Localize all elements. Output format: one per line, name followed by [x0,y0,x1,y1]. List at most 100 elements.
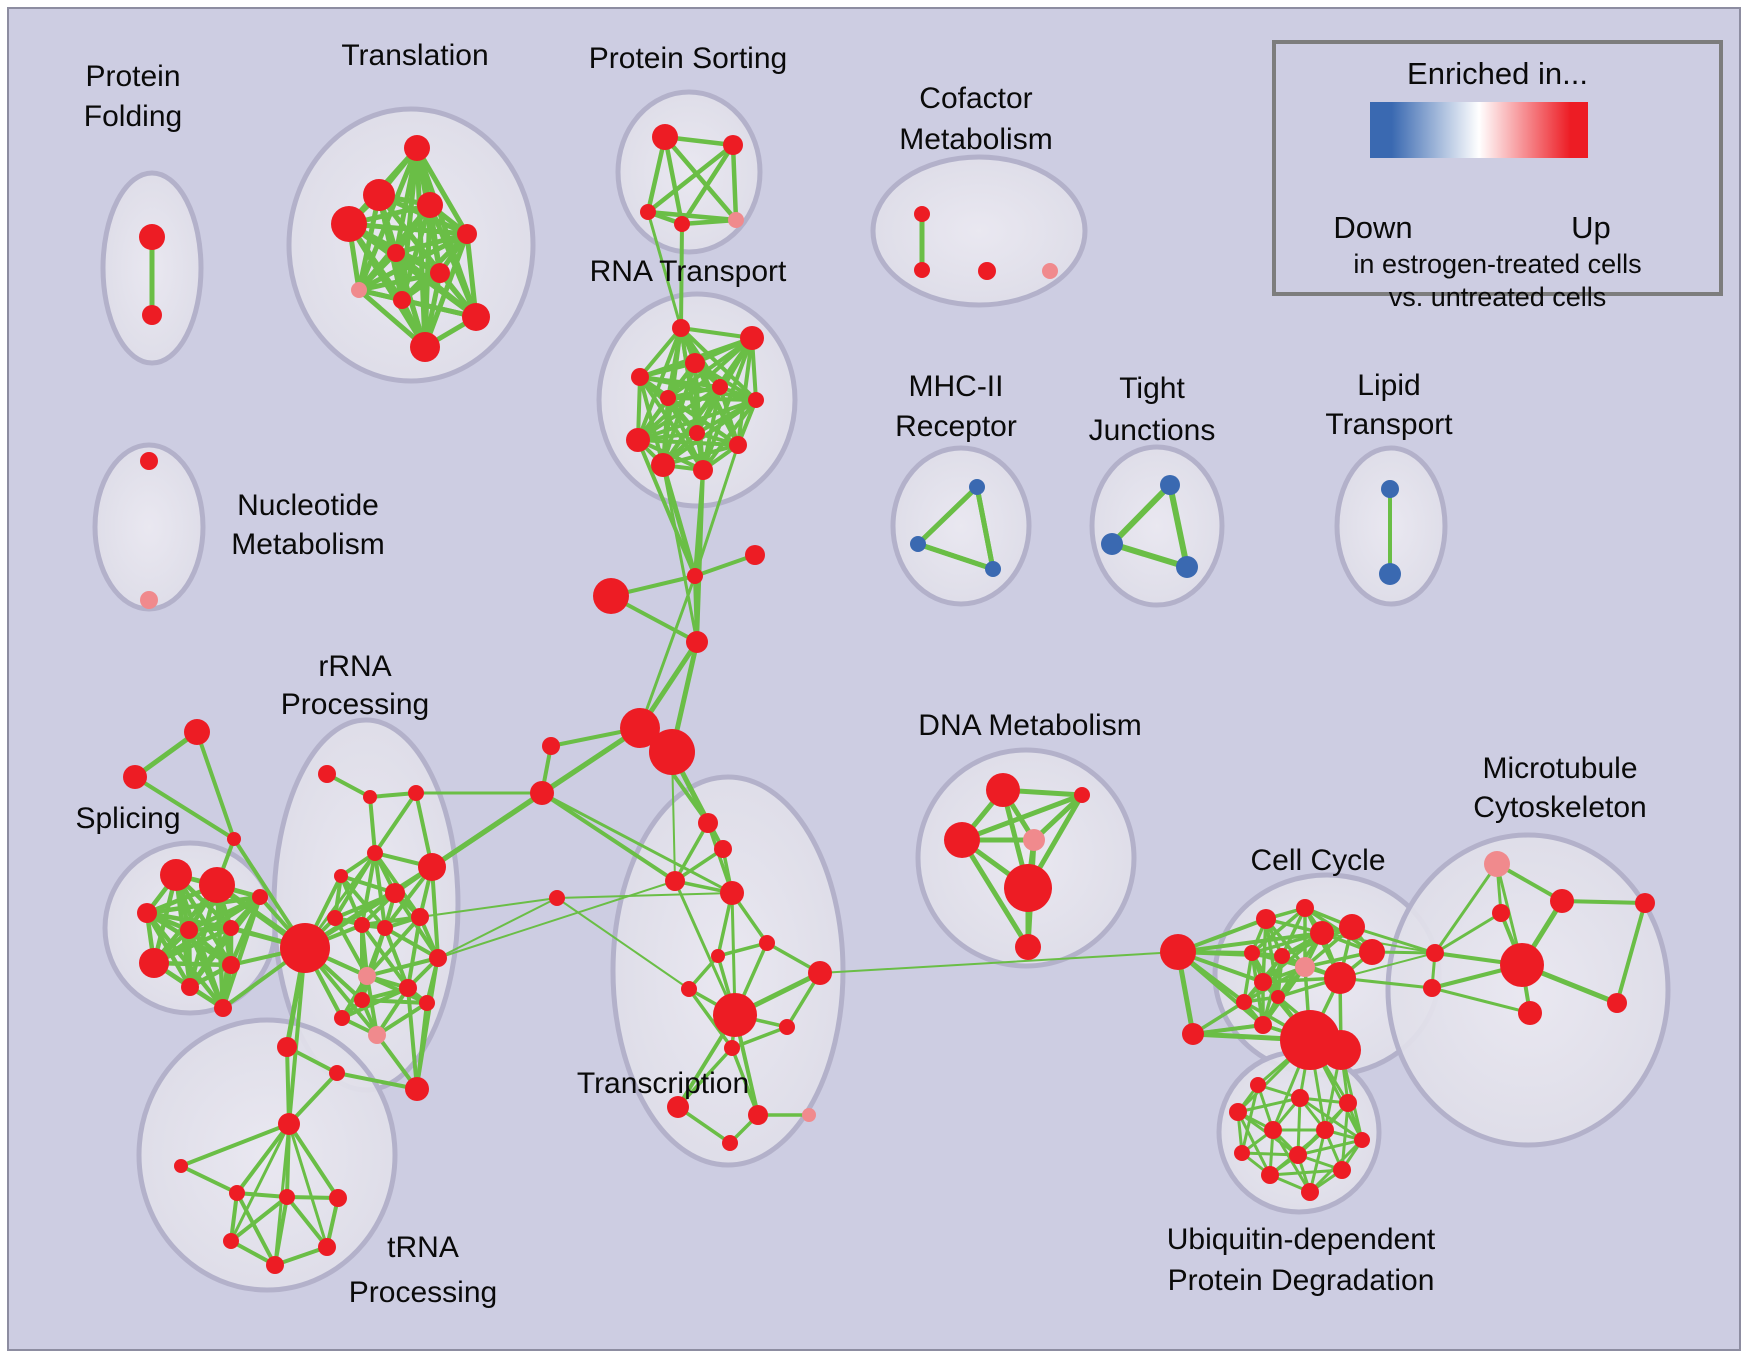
edge-PS2-PS3 [645,142,736,215]
edge-R13-TR3 [287,946,307,1126]
node-TC7 [681,981,697,997]
edge-R17-R19 [375,1001,429,1037]
node-N2 [140,591,158,609]
node-MT1 [1484,851,1510,877]
node-RT11 [729,436,747,454]
node-M2 [910,536,926,552]
edge-RT4-RT7 [638,375,758,402]
node-D4 [1023,829,1045,851]
cluster-label-ub-line2: Protein Degradation [1168,1264,1435,1297]
edge-R15-R19 [375,986,410,1037]
node-TR4 [174,1159,188,1173]
edge-R4-R9 [333,851,377,920]
cluster-label-rr-line2: Processing [281,688,429,721]
node-TC12 [667,1096,689,1118]
node-CC10 [1324,962,1356,994]
edge-C9-TC4 [556,892,733,899]
node-TR1 [277,1037,297,1057]
edge-PS2-PS4 [679,142,736,227]
node-S2 [199,867,235,903]
cluster-label-tr: Translation [341,39,488,72]
node-C5 [593,578,629,614]
node-U6 [1316,1121,1334,1139]
node-S10 [252,889,268,905]
node-TR8 [223,1233,239,1249]
edge-D2-D3 [959,792,1085,843]
node-PS4 [674,216,690,232]
node-U7 [1354,1132,1370,1148]
cluster-label-mhc-line1: MHC-II [909,370,1004,403]
node-TC9 [713,993,757,1037]
edge-PS4-RT1 [679,222,684,330]
edges [132,134,1647,1267]
edge-T7-T8 [356,270,443,293]
edge-TR3-TR5 [235,1122,291,1195]
node-RT3 [685,353,705,373]
edge-M2-M3 [915,541,996,572]
node-PS1 [652,124,678,150]
cluster-label-lt-line2: Transport [1325,408,1453,441]
cluster-label-mt-line1: Microtubule [1482,752,1637,785]
node-CC2 [1182,1023,1204,1045]
edge-RT9-C3 [660,462,698,579]
node-U4 [1229,1103,1247,1121]
edge-RT6-RT10 [701,385,722,472]
node-CC6 [1339,914,1365,940]
edge-T1-T5 [414,145,470,237]
node-C4 [745,545,765,565]
node-R15 [399,979,417,997]
edge-TC8-CC1 [819,951,1179,974]
edge-R10-R15 [360,923,410,990]
edge-RT7-RT8 [636,398,758,442]
edge-TC3-TC9 [673,879,737,1017]
node-RT1 [672,319,690,337]
node-U12 [1301,1183,1319,1201]
cluster-label-tn-line2: Processing [349,1276,497,1309]
node-TR10 [266,1256,284,1274]
edge-TJ2-TJ3 [1109,541,1190,570]
edge-B1-MT1 [1433,862,1499,955]
node-M1 [969,479,985,495]
node-X1 [184,719,210,745]
node-R2 [363,790,377,804]
edge-CC10-B1 [1339,952,1436,979]
edge-TR9-TR10 [273,1245,329,1267]
node-S5 [223,920,239,936]
node-R17 [419,995,435,1011]
node-TC6 [711,949,725,963]
node-U11 [1261,1166,1279,1184]
cluster-label-mhc-line2: Receptor [895,410,1017,443]
node-MT2 [1550,889,1574,913]
edge-C3-C4 [693,553,757,578]
node-D6 [1015,934,1041,960]
node-R4 [367,845,383,861]
edge-D3-D6 [959,837,1031,950]
node-C1 [620,708,660,748]
edge-R4-R11 [373,851,387,930]
node-U2 [1291,1089,1309,1107]
node-TJ3 [1176,556,1198,578]
node-D3 [944,822,980,858]
node-T9 [393,291,411,309]
edge-RT6-RT12 [695,385,722,435]
node-TC14 [802,1108,816,1122]
node-TJ1 [1160,475,1180,495]
edge-TR3-TR8 [229,1122,291,1243]
cluster-label-cm-line2: Metabolism [899,123,1052,156]
edge-U10-U11 [1268,1168,1344,1177]
edge-U7-U9 [1296,1138,1364,1157]
edge-T4-T5 [346,221,470,237]
cluster-label-tj-line1: Tight [1119,372,1185,405]
edge-R6-C8 [429,790,545,870]
node-TJ2 [1101,533,1123,555]
edge-TR6-TR8 [229,1195,289,1243]
edge-RT6-RT9 [661,385,722,467]
edge-PS3-RT1 [646,210,683,330]
edge-TC5-TC6 [716,941,769,958]
node-TR3 [278,1113,300,1135]
node-CC12 [1236,994,1252,1010]
node-B2 [1423,979,1441,997]
edge-TR5-TR8 [229,1191,239,1243]
